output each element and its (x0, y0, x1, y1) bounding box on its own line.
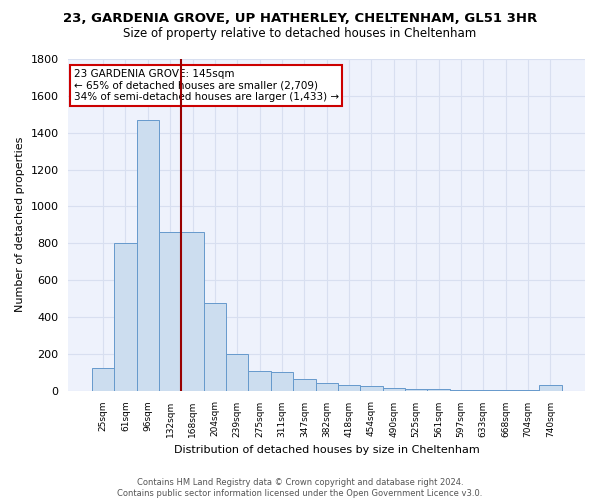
Y-axis label: Number of detached properties: Number of detached properties (15, 137, 25, 312)
Bar (539, 385, 562, 390)
Bar (137, 120, 159, 390)
Bar (204, 303, 226, 390)
Bar (338, 385, 360, 390)
Bar (248, 371, 271, 390)
Text: 23, GARDENIA GROVE, UP HATHERLEY, CHELTENHAM, GL51 3HR: 23, GARDENIA GROVE, UP HATHERLEY, CHELTE… (63, 12, 537, 26)
Text: Contains HM Land Registry data © Crown copyright and database right 2024.
Contai: Contains HM Land Registry data © Crown c… (118, 478, 482, 498)
Text: 23 GARDENIA GROVE: 145sqm
← 65% of detached houses are smaller (2,709)
34% of se: 23 GARDENIA GROVE: 145sqm ← 65% of detac… (74, 69, 338, 102)
Bar (271, 372, 293, 390)
Bar (293, 378, 316, 390)
Bar (226, 354, 248, 391)
Bar (316, 383, 338, 390)
Bar (427, 389, 450, 390)
Bar (405, 388, 427, 390)
Bar (114, 243, 137, 390)
Bar (360, 386, 383, 390)
Text: Size of property relative to detached houses in Cheltenham: Size of property relative to detached ho… (124, 28, 476, 40)
Bar (92, 368, 114, 390)
X-axis label: Distribution of detached houses by size in Cheltenham: Distribution of detached houses by size … (174, 445, 479, 455)
Bar (159, 232, 181, 390)
Bar (383, 388, 405, 390)
Bar (181, 232, 204, 390)
